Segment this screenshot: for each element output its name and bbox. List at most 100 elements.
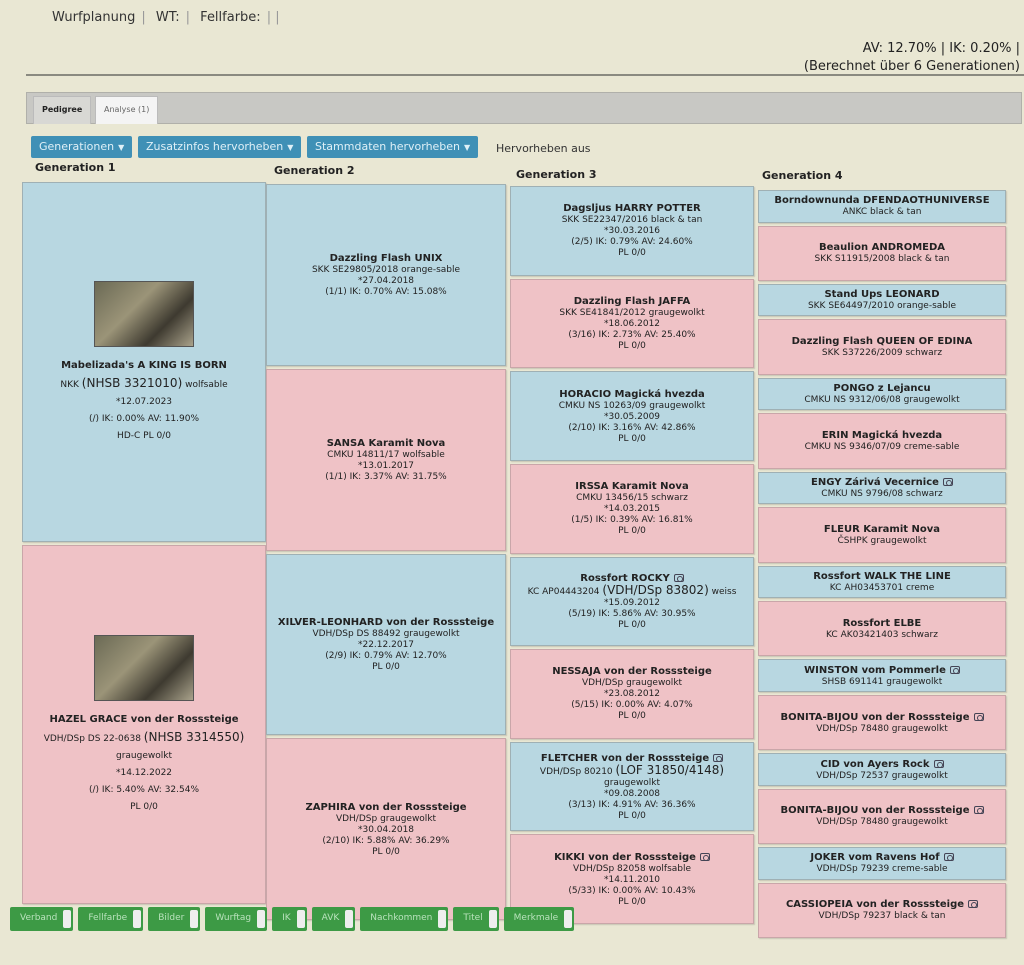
dog-name-text: Dazzling Flash JAFFA [573,295,691,307]
tab-analyse[interactable]: Analyse (1) [95,96,159,124]
camera-icon[interactable] [933,759,944,768]
dog-name-text: ENGY Zárivá Vecernice [811,476,939,488]
pedigree-card[interactable]: Stand Ups LEONARD SKK SE64497/2010 orange… [758,283,1006,317]
health-info: PL 0/0 [618,526,646,537]
pedigree-card[interactable]: WINSTON vom Pommerle SHSB 691141 graugewo… [758,659,1006,692]
dog-name-text: NESSAJA von der Rosssteige [552,666,712,678]
dog-name-text: Dagsljus HARRY POTTER [563,203,701,215]
dog-photo[interactable] [94,635,194,702]
stammdaten-dropdown[interactable]: Stammdaten hervorheben ▼ [307,136,479,158]
coat-color: schwarz [651,493,688,504]
birth-date: *27.04.2018 [357,275,415,286]
registry-extra: (LOF 31850/4148) [615,762,725,777]
toggle-wurftag[interactable]: Wurftag [205,907,268,931]
camera-icon[interactable] [673,573,684,582]
ik-av-stats: (2/5) IK: 0.79% AV: 24.60% [571,237,693,248]
toggle-fellfarbe[interactable]: Fellfarbe [78,907,144,931]
pedigree-card[interactable]: CASSIOPEIA von der Rosssteige VDH/DSp 792… [758,882,1006,938]
dog-name: CID von Ayers Rock [820,758,944,771]
dog-name-text: BONITA-BIJOU von der Rosssteige [780,805,970,817]
pedigree-card[interactable]: CID von Ayers Rock VDH/DSp 72537 graugewo… [758,753,1006,786]
birth-date: *14.03.2015 [603,504,661,515]
health-info: PL 0/0 [618,433,646,444]
camera-icon[interactable] [713,753,724,762]
dog-name-text: Rossfort WALK THE LINE [813,570,951,582]
zusatzinfos-label: Zusatzinfos hervorheben [146,140,284,153]
pedigree-card[interactable]: FLEUR Karamit Nova ČSHPK graugewolkt [758,507,1006,563]
coat-color: graugewolkt [380,813,437,824]
dog-name: BONITA-BIJOU von der Rosssteige [780,804,984,817]
registry: SHSB 691141 [821,676,884,687]
toggle-titel[interactable]: Titel [453,907,499,931]
pedigree-card[interactable]: SANSA Karamit Nova CMKU 14811/17 wolfsabl… [266,368,506,551]
camera-icon[interactable] [942,477,953,486]
camera-icon[interactable] [949,665,960,674]
dog-name-text: JOKER vom Ravens Hof [810,852,940,864]
birth-date: *30.03.2016 [603,226,661,237]
pedigree-card[interactable]: IRSSA Karamit Nova CMKU 13456/15 schwarz *… [510,463,754,554]
dog-name: ZAPHIRA von der Rosssteige [305,801,466,814]
pedigree-card[interactable]: Dazzling Flash QUEEN OF EDINA SKK S37226/… [758,319,1006,375]
birth-date: *09.08.2008 [603,788,661,799]
registry: VDH/DSp 78480 [816,817,889,828]
pedigree-card[interactable]: HORACIO Magická hvezda CMKU NS 10263/09 g… [510,371,754,461]
registration: CMKU 13456/15 schwarz [576,493,688,504]
dog-name: CASSIOPEIA von der Rosssteige [786,898,979,911]
pedigree-card[interactable]: XILVER-LEONHARD von der Rosssteige VDH/DS… [266,553,506,736]
generations-dropdown[interactable]: Generationen ▼ [31,136,133,158]
tab-pedigree[interactable]: Pedigree [33,96,92,124]
pedigree-card[interactable]: ERIN Magická hvezda CMKU NS 9346/07/09 cr… [758,413,1006,469]
pedigree-card[interactable]: Rossfort ELBE KC AK03421403 schwarz [758,601,1006,657]
toggle-bilder[interactable]: Bilder [148,907,201,931]
pedigree-card[interactable]: Dazzling Flash JAFFA SKK SE41841/2012 gra… [510,278,754,369]
toggle-verband[interactable]: Verband [10,907,74,931]
camera-icon[interactable] [699,852,710,861]
birth-date: *12.07.2023 [115,397,173,408]
camera-icon[interactable] [943,853,954,862]
highlight-off-link[interactable]: Hervorheben aus [496,142,591,155]
coat-color: black & tan [870,207,922,218]
camera-icon[interactable] [968,900,979,909]
pedigree-card[interactable]: Rossfort ROCKY KC AP04443204 (VDH/DSp 838… [510,556,754,647]
coat-color: weiss [711,586,737,597]
birth-date: *23.08.2012 [603,689,661,700]
pedigree-card[interactable]: PONGO z Lejancu CMKU NS 9312/06/08 grauge… [758,377,1006,411]
pedigree-card[interactable]: Beaulion ANDROMEDA SKK S11915/2008 black … [758,225,1006,281]
nav-wurfplanung[interactable]: Wurfplanung [52,10,136,25]
ik-av-stats: (2/10) IK: 5.88% AV: 36.29% [322,835,450,846]
pedigree-card[interactable]: BONITA-BIJOU von der Rosssteige VDH/DSp 7… [758,788,1006,845]
zusatzinfos-dropdown[interactable]: Zusatzinfos hervorheben ▼ [138,136,302,158]
dog-name-text: FLETCHER von der Rosssteige [540,752,710,764]
pedigree-card[interactable]: Dagsljus HARRY POTTER SKK SE22347/2016 bl… [510,186,754,276]
toggle-ik[interactable]: IK [272,907,307,931]
pedigree-card[interactable]: NESSAJA von der Rosssteige VDH/DSp grauge… [510,649,754,739]
pedigree-card[interactable]: Borndownunda DFENDAOTHUNIVERSE ANKC black… [758,190,1006,223]
dog-photo[interactable] [94,281,194,348]
camera-icon[interactable] [973,712,984,721]
toggle-merkmale[interactable]: Merkmale [503,907,575,931]
dog-name-text: BONITA-BIJOU von der Rosssteige [780,711,970,723]
dog-name-text: ERIN Magická hvezda [821,429,943,441]
generation-1-heading: Generation 1 [35,161,116,174]
registry: SKK SE64497/2010 [807,301,895,312]
camera-icon[interactable] [973,806,984,815]
pedigree-card[interactable]: Mabelizada's A KING IS BORN NKK (NHSB 332… [22,182,266,542]
coat-color: graugewolkt [891,723,948,734]
pedigree-card[interactable]: HAZEL GRACE von der Rosssteige VDH/DSp DS… [22,544,266,904]
health-info: PL 0/0 [618,711,646,722]
pedigree-card[interactable]: BONITA-BIJOU von der Rosssteige VDH/DSp 7… [758,694,1006,751]
coat-color: wolfsable [648,863,692,874]
toggle-nachkommen[interactable]: Nachkommen [360,907,449,931]
pedigree-card[interactable]: Dazzling Flash UNIX SKK SE29805/2018 oran… [266,184,506,366]
registration: SKK SE22347/2016 black & tan [562,215,703,226]
birth-date: *30.04.2018 [357,824,415,835]
dog-name: FLETCHER von der Rosssteige [540,752,724,765]
registration: VDH/DSp DS 22-0638 (NHSB 3314550) [44,731,245,745]
pedigree-card[interactable]: Rossfort WALK THE LINE KC AH03453701 crem… [758,565,1006,598]
pedigree-card[interactable]: FLETCHER von der Rosssteige VDH/DSp 80210… [510,741,754,832]
pedigree-card[interactable]: ENGY Zárivá Vecernice CMKU NS 9796/08 sch… [758,471,1006,505]
toggle-avk[interactable]: AVK [311,907,356,931]
birth-date: *30.05.2009 [603,411,661,422]
pedigree-card[interactable]: JOKER vom Ravens Hof VDH/DSp 79239 creme-… [758,847,1006,880]
pedigree-card[interactable]: ZAPHIRA von der Rosssteige VDH/DSp grauge… [266,738,506,920]
